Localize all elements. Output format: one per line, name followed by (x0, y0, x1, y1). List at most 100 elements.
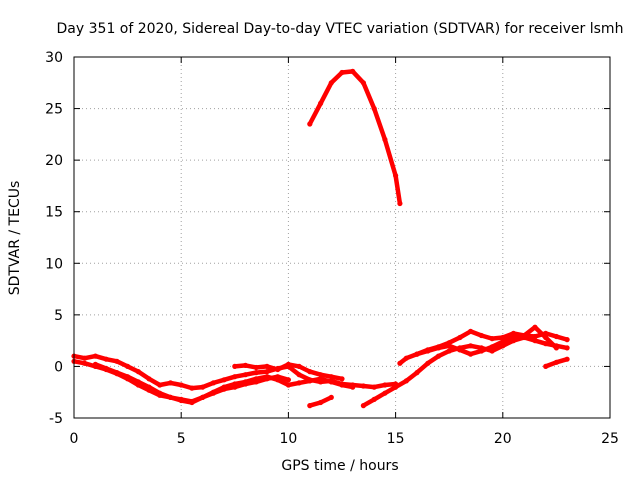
data-point (446, 348, 452, 354)
data-point (371, 106, 377, 112)
x-tick-label: 5 (177, 431, 186, 447)
data-point (82, 360, 88, 366)
data-point (296, 380, 302, 386)
x-tick-label: 15 (387, 431, 405, 447)
series-arc-c (93, 362, 291, 404)
y-tick-label: 5 (54, 308, 63, 324)
data-point (135, 379, 141, 385)
data-point (103, 356, 109, 362)
data-point (564, 345, 570, 351)
data-point (468, 343, 474, 349)
data-point (382, 390, 388, 396)
data-point (146, 376, 152, 382)
data-point (125, 363, 131, 369)
data-point (328, 374, 334, 380)
data-point (468, 328, 474, 334)
data-point (157, 390, 163, 396)
x-tick-label: 25 (601, 431, 619, 447)
grid-layer (74, 57, 610, 418)
data-point (360, 403, 366, 409)
data-point (393, 173, 399, 179)
data-point (242, 372, 249, 378)
data-point (457, 334, 463, 341)
data-point (403, 378, 409, 384)
data-point (553, 345, 560, 351)
data-point (135, 369, 141, 375)
data-point (414, 370, 420, 376)
data-point (307, 378, 313, 384)
data-point (232, 363, 238, 369)
data-point (425, 348, 431, 354)
data-point (382, 382, 388, 388)
data-point (489, 336, 495, 342)
data-point (92, 361, 98, 367)
x-axis-label: GPS time / hours (281, 458, 398, 474)
data-point (393, 384, 399, 390)
data-point (232, 384, 238, 390)
x-tick-label: 20 (494, 431, 512, 447)
data-point (221, 377, 227, 383)
data-point (435, 345, 442, 351)
data-point (285, 361, 291, 367)
data-point (478, 332, 484, 339)
data-point (103, 365, 109, 372)
data-point (360, 383, 366, 389)
data-point (350, 384, 356, 390)
data-point (532, 324, 538, 330)
data-point (425, 360, 431, 366)
data-point (553, 333, 560, 340)
data-point (350, 68, 356, 74)
ticks-layer: 0 5 10 15 20 25 -5 0 5 10 15 20 25 30 (45, 50, 619, 447)
data-point (210, 390, 216, 396)
y-tick-label: 10 (45, 256, 63, 272)
data-point (296, 372, 302, 378)
data-point (382, 136, 388, 143)
data-point (371, 396, 377, 402)
series-arc-g (361, 335, 570, 408)
data-point (296, 363, 302, 369)
data-point (339, 376, 345, 382)
plot-frame (73, 56, 611, 419)
data-point (328, 394, 334, 400)
data-point (157, 382, 163, 388)
data-point (328, 379, 334, 385)
data-point (114, 370, 120, 376)
data-point (468, 351, 474, 357)
data-point (114, 358, 120, 364)
data-point (403, 355, 409, 361)
data-point (500, 339, 506, 345)
data-point (242, 381, 249, 387)
data-point (253, 364, 259, 371)
y-tick-label: 0 (54, 359, 63, 375)
data-point (264, 369, 270, 375)
data-point (92, 353, 98, 359)
data-point (178, 382, 184, 388)
data-point (318, 372, 324, 378)
data-point (242, 362, 249, 368)
data-point (146, 384, 152, 390)
data-point (318, 100, 324, 106)
data-layer (71, 68, 570, 409)
x-tick-label: 0 (70, 431, 79, 447)
data-point (210, 380, 216, 386)
data-point (360, 80, 366, 86)
data-point (489, 344, 495, 350)
data-point (275, 374, 281, 380)
y-tick-label: -5 (49, 411, 63, 427)
data-point (307, 369, 313, 375)
data-point (285, 377, 291, 383)
data-point (285, 382, 291, 388)
data-point (328, 80, 334, 86)
y-tick-label: 30 (45, 50, 63, 66)
data-point (543, 334, 549, 341)
data-point (200, 394, 206, 400)
data-point (307, 121, 313, 127)
data-point (564, 337, 570, 343)
data-point (510, 334, 517, 341)
y-axis-label: SDTVAR / TECUs (7, 181, 23, 296)
data-point (253, 370, 259, 376)
y-tick-label: 20 (45, 153, 63, 169)
data-point (167, 380, 174, 386)
